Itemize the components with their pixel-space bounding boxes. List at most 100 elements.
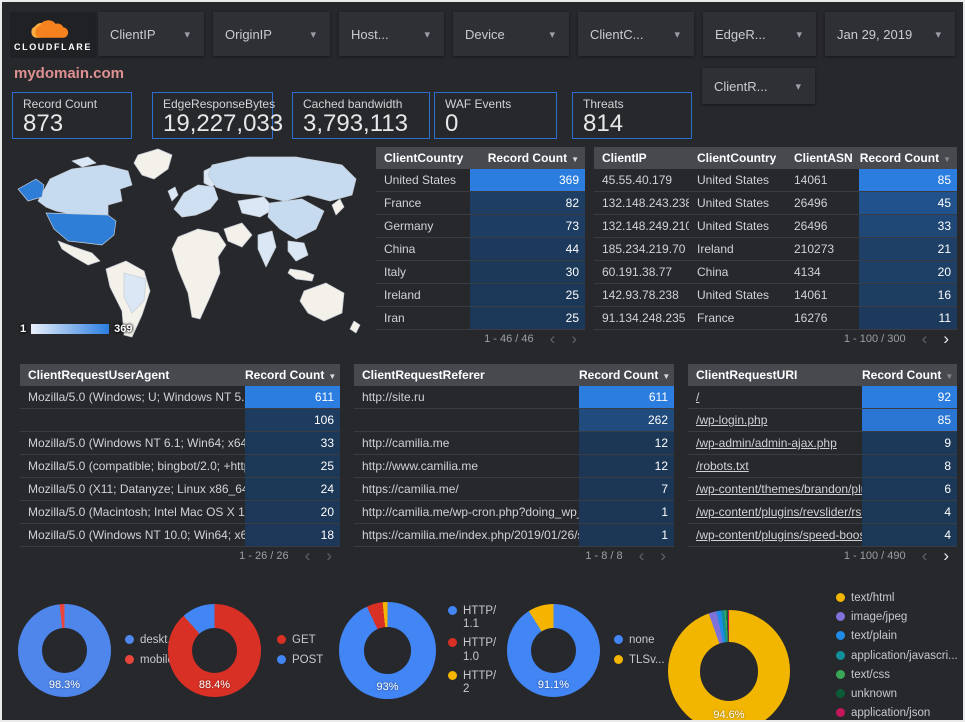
legend-item[interactable]: none [614,634,665,647]
donut-chart[interactable]: 93% [339,602,436,699]
table-row[interactable]: Mozilla/5.0 (compatible; bingbot/2.0; +h… [20,455,340,478]
donut-chart[interactable]: 88.4% [168,604,261,697]
country-brazil[interactable] [123,272,147,314]
table-row[interactable]: https://camilia.me/7 [354,478,674,501]
next-page-icon[interactable]: › [943,329,949,348]
column-header[interactable]: Record Count ▼ [245,368,337,382]
table-row[interactable]: 60.191.38.77 China 4134 20 [594,261,957,284]
column-header[interactable]: Record Count ▼ [487,151,579,165]
country-central-asia[interactable] [237,196,275,218]
table-row[interactable]: France 82 [376,192,585,215]
column-header[interactable]: ClientASN [794,151,853,165]
table-row[interactable]: Mozilla/5.0 (Macintosh; Intel Mac OS X 1… [20,501,340,524]
country-canada[interactable] [37,164,133,216]
next-page-icon[interactable]: › [571,329,577,348]
filter-host[interactable]: Host... ▾ [339,12,444,56]
table-row[interactable]: /wp-login.php 85 [688,409,957,432]
prev-page-icon[interactable]: ‹ [549,329,556,348]
sort-icon[interactable]: ▼ [571,155,579,164]
donut-chart[interactable]: 98.3% [18,604,111,697]
country-southeast-asia[interactable] [287,240,309,262]
prev-page-icon[interactable]: ‹ [304,546,311,565]
country-africa[interactable] [171,228,227,320]
table-row[interactable]: /wp-content/plugins/speed-booste...4 [688,524,957,547]
country-new-zealand[interactable] [349,320,361,334]
prev-page-icon[interactable]: ‹ [921,546,928,565]
legend-item[interactable]: text/plain [836,630,962,643]
table-row[interactable]: Mozilla/5.0 (Windows; U; Windows NT 5.1;… [20,386,340,409]
table-row[interactable]: 262 [354,409,674,432]
filter-clientrequest[interactable]: ClientR... ▾ [702,68,815,104]
table-row[interactable]: http://www.camilia.me 12 [354,455,674,478]
country-china[interactable] [267,198,325,240]
legend-item[interactable]: deskt... [125,634,177,647]
sort-icon[interactable]: ▼ [328,372,337,381]
column-header[interactable]: ClientCountry [384,151,464,165]
country-india[interactable] [257,230,277,268]
column-header[interactable]: ClientRequestReferer [362,368,485,382]
table-row[interactable]: United States 369 [376,169,585,192]
country-middle-east[interactable] [223,222,253,248]
table-row[interactable]: 106 [20,409,340,432]
table-row[interactable]: Mozilla/5.0 (Windows NT 6.1; Win64; x64;… [20,432,340,455]
table-row[interactable]: / 92 [688,386,957,409]
table-row[interactable]: 185.234.219.70 Ireland 210273 21 [594,238,957,261]
column-header[interactable]: Record Count ▼ [579,368,671,382]
donut-chart[interactable]: 91.1% [507,604,600,697]
legend-item[interactable]: TLSv... [614,654,665,667]
table-row[interactable]: https://camilia.me/index.php/2019/01/26/… [354,524,674,547]
table-row[interactable]: 142.93.78.238 United States 14061 16 [594,284,957,307]
filter-clientip[interactable]: ClientIP ▾ [98,12,204,56]
column-header[interactable]: ClientCountry [697,151,777,165]
table-row[interactable]: http://camilia.me 12 [354,432,674,455]
prev-page-icon[interactable]: ‹ [921,329,928,348]
country-alaska[interactable] [17,178,45,202]
table-row[interactable]: Italy 30 [376,261,585,284]
country-united-states[interactable] [45,212,117,246]
country-indonesia[interactable] [287,268,315,282]
column-header[interactable]: ClientRequestURI [696,368,798,382]
sort-icon[interactable]: ▼ [945,372,954,381]
date-range-picker[interactable]: Jan 29, 2019 ▾ [825,12,955,56]
legend-item[interactable]: HTTP/1.1 [448,605,500,631]
country-europe[interactable] [173,184,219,218]
sort-icon[interactable]: ▼ [943,155,951,164]
column-header[interactable]: ClientRequestUserAgent [28,368,170,382]
prev-page-icon[interactable]: ‹ [638,546,645,565]
table-row[interactable]: /wp-admin/admin-ajax.php 9 [688,432,957,455]
next-page-icon[interactable]: › [660,546,666,565]
table-row[interactable]: 132.148.249.210 United States 26496 33 [594,215,957,238]
table-row[interactable]: /robots.txt 8 [688,455,957,478]
country-russia[interactable] [207,156,357,202]
filter-originip[interactable]: OriginIP ▾ [213,12,330,56]
legend-item[interactable]: text/html [836,592,962,605]
legend-item[interactable]: HTTP/1.0 [448,637,500,663]
table-row[interactable]: 45.55.40.179 United States 14061 85 [594,169,957,192]
country-mexico[interactable] [57,240,101,266]
legend-item[interactable]: GET [277,634,323,647]
table-row[interactable]: Mozilla/5.0 (X11; Datanyze; Linux x86_64… [20,478,340,501]
legend-item[interactable]: mobile [125,654,177,667]
legend-item[interactable]: POST [277,654,323,667]
legend-item[interactable]: unknown [836,688,962,701]
table-row[interactable]: 91.134.248.235 France 16276 11 [594,307,957,330]
filter-device[interactable]: Device ▾ [453,12,569,56]
column-header[interactable]: ClientIP [602,151,647,165]
column-header[interactable]: Record Count ▼ [859,151,951,165]
filter-edgeresponse[interactable]: EdgeR... ▾ [703,12,816,56]
legend-item[interactable]: application/json [836,707,962,720]
table-row[interactable]: /wp-content/plugins/revslider/rs-p...4 [688,501,957,524]
country-japan[interactable] [331,198,345,216]
legend-item[interactable]: HTTP/2 [448,670,500,696]
table-row[interactable]: 132.148.243.238 United States 26496 45 [594,192,957,215]
country-australia[interactable] [299,282,345,322]
legend-item[interactable]: image/jpeg [836,611,962,624]
country-united-kingdom[interactable] [167,186,179,202]
geo-map[interactable]: 1 369 [12,145,372,347]
legend-item[interactable]: application/javascri... [836,650,962,663]
table-row[interactable]: Ireland 25 [376,284,585,307]
next-page-icon[interactable]: › [326,546,332,565]
table-row[interactable]: China 44 [376,238,585,261]
column-header[interactable]: Record Count ▼ [862,368,954,382]
country-arctic-islands[interactable] [71,156,97,168]
